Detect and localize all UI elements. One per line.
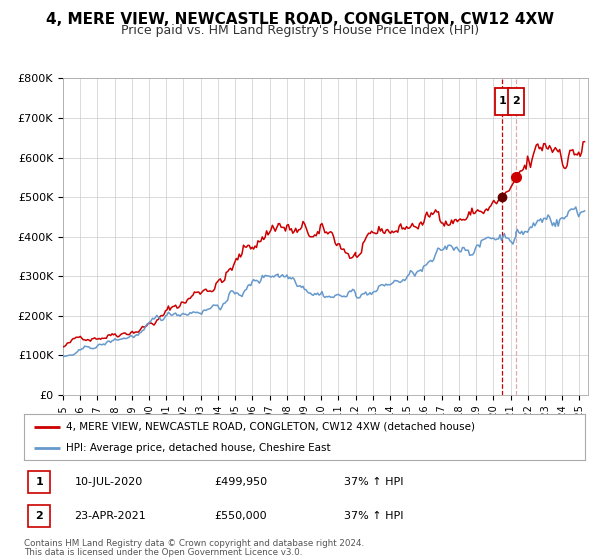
Text: HPI: Average price, detached house, Cheshire East: HPI: Average price, detached house, Ches… — [66, 443, 331, 453]
Text: This data is licensed under the Open Government Licence v3.0.: This data is licensed under the Open Gov… — [24, 548, 302, 557]
Text: 2: 2 — [512, 96, 520, 106]
Text: £499,950: £499,950 — [215, 477, 268, 487]
Text: Price paid vs. HM Land Registry's House Price Index (HPI): Price paid vs. HM Land Registry's House … — [121, 24, 479, 37]
FancyBboxPatch shape — [28, 470, 50, 493]
Text: 4, MERE VIEW, NEWCASTLE ROAD, CONGLETON, CW12 4XW (detached house): 4, MERE VIEW, NEWCASTLE ROAD, CONGLETON,… — [66, 422, 475, 432]
Text: 23-APR-2021: 23-APR-2021 — [74, 511, 146, 521]
FancyBboxPatch shape — [28, 505, 50, 528]
Text: 37% ↑ HPI: 37% ↑ HPI — [344, 477, 403, 487]
Text: 37% ↑ HPI: 37% ↑ HPI — [344, 511, 403, 521]
Text: Contains HM Land Registry data © Crown copyright and database right 2024.: Contains HM Land Registry data © Crown c… — [24, 539, 364, 548]
Text: 1: 1 — [35, 477, 43, 487]
Text: 2: 2 — [35, 511, 43, 521]
Text: 1: 1 — [499, 96, 506, 106]
Text: 4, MERE VIEW, NEWCASTLE ROAD, CONGLETON, CW12 4XW: 4, MERE VIEW, NEWCASTLE ROAD, CONGLETON,… — [46, 12, 554, 27]
FancyBboxPatch shape — [508, 88, 524, 115]
Text: 10-JUL-2020: 10-JUL-2020 — [74, 477, 143, 487]
Text: £550,000: £550,000 — [215, 511, 268, 521]
FancyBboxPatch shape — [494, 88, 511, 115]
